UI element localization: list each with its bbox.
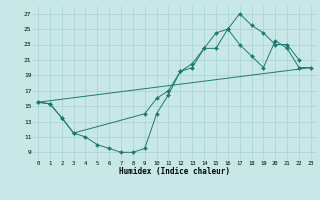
X-axis label: Humidex (Indice chaleur): Humidex (Indice chaleur) [119,167,230,176]
